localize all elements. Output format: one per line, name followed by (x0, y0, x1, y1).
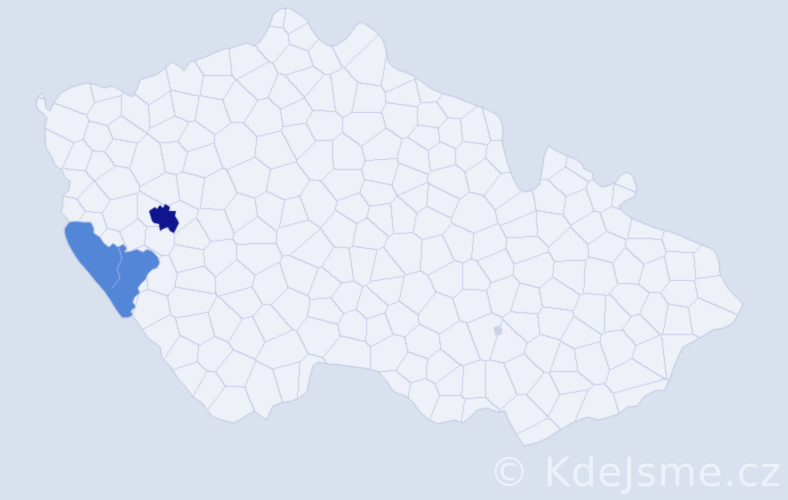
kdejsme-map-page: © KdeJsme.cz (0, 0, 788, 500)
czech-republic-map (0, 0, 788, 500)
